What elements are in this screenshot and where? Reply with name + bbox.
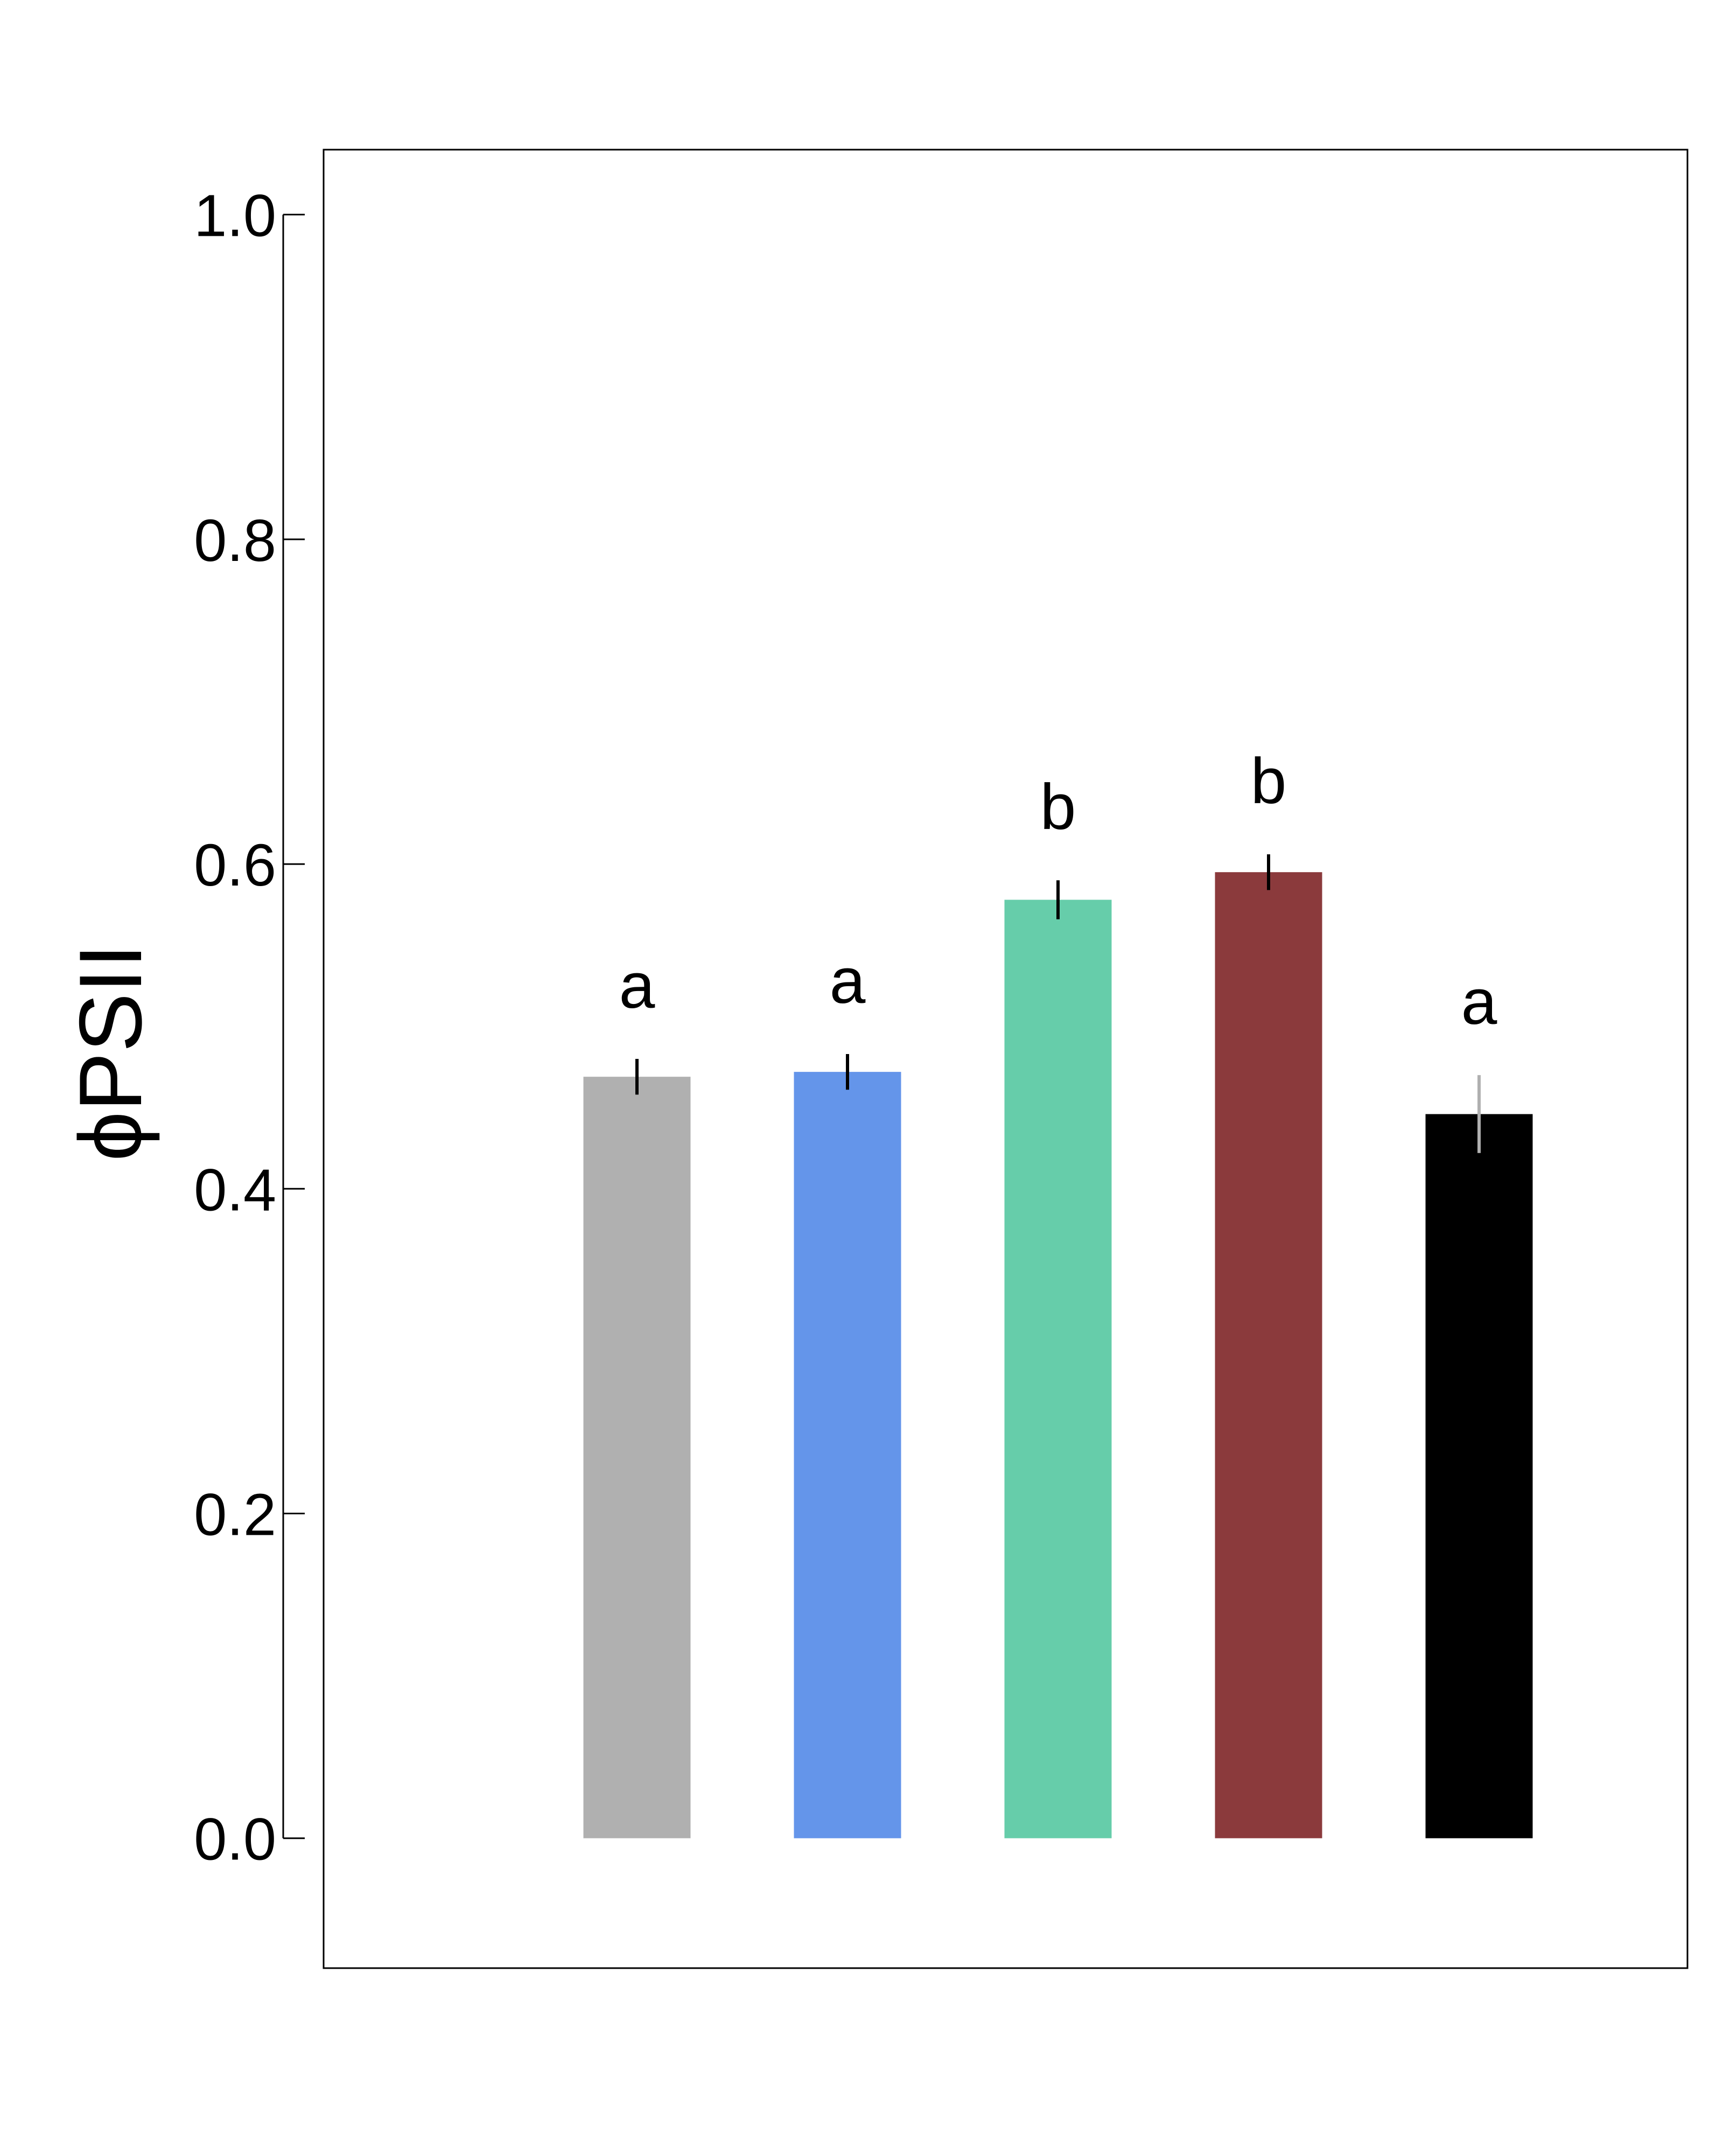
bar [1425, 1114, 1533, 1838]
y-axis-label-text: ϕPSII [61, 944, 160, 1161]
significance-letter: b [1040, 771, 1076, 843]
significance-letter: a [1461, 966, 1497, 1038]
significance-letter: b [1251, 745, 1287, 817]
bar-series: a a b b a [583, 745, 1533, 1838]
y-tick-label: 0.4 [194, 1157, 276, 1223]
y-tick-label: 0.6 [194, 832, 276, 898]
y-axis-label: ϕPSII [61, 944, 160, 1161]
plot-frame [323, 149, 1689, 1969]
y-tick-label: 0.2 [194, 1482, 276, 1548]
significance-letter: a [619, 950, 655, 1022]
bar [1004, 900, 1112, 1838]
y-tick-label: 0.0 [194, 1807, 276, 1873]
bar [1215, 872, 1322, 1838]
y-axis: 0.0 0.2 0.4 0.6 0.8 1.0 [194, 183, 305, 1873]
y-tick-label: 0.8 [194, 508, 276, 574]
bar [583, 1077, 691, 1838]
y-tick-label: 1.0 [194, 183, 276, 249]
significance-letter: a [830, 945, 866, 1017]
bar [794, 1072, 901, 1838]
